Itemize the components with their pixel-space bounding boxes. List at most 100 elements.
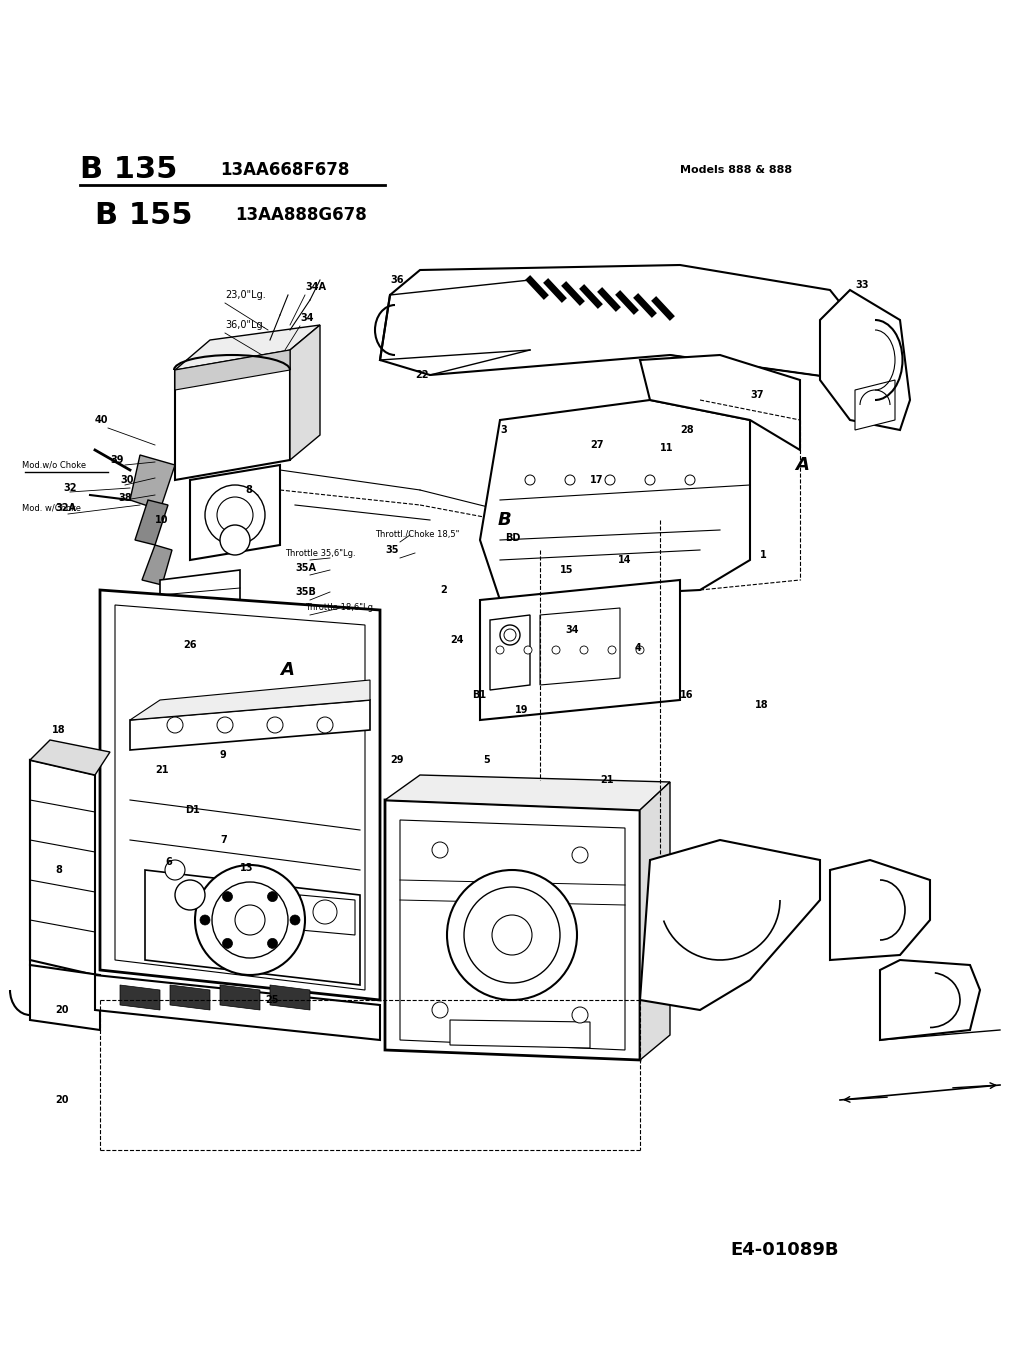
Circle shape xyxy=(552,646,560,654)
Polygon shape xyxy=(190,465,280,559)
Text: 18: 18 xyxy=(52,725,66,735)
Polygon shape xyxy=(175,350,290,390)
Polygon shape xyxy=(820,290,910,430)
Circle shape xyxy=(267,938,278,949)
Text: 20: 20 xyxy=(55,1095,68,1105)
Circle shape xyxy=(205,485,265,545)
Circle shape xyxy=(499,625,520,644)
Text: 22: 22 xyxy=(415,369,428,380)
Text: BD: BD xyxy=(505,532,520,543)
Circle shape xyxy=(217,717,233,733)
Circle shape xyxy=(525,474,535,485)
Text: 32A: 32A xyxy=(55,503,76,514)
Circle shape xyxy=(165,860,185,880)
Text: 35: 35 xyxy=(385,545,398,555)
Polygon shape xyxy=(480,400,750,600)
Circle shape xyxy=(313,900,337,923)
Text: 5: 5 xyxy=(483,755,490,766)
Text: 40: 40 xyxy=(95,415,108,425)
Text: 35B: 35B xyxy=(295,586,316,597)
Circle shape xyxy=(496,646,504,654)
Text: 19: 19 xyxy=(515,705,528,714)
Polygon shape xyxy=(175,350,290,480)
Polygon shape xyxy=(135,500,168,545)
Text: 8: 8 xyxy=(245,485,252,495)
Text: Mod. w/Choke: Mod. w/Choke xyxy=(22,504,80,512)
Circle shape xyxy=(175,880,205,910)
Text: 35A: 35A xyxy=(295,563,316,573)
Text: 20: 20 xyxy=(55,1006,68,1015)
Circle shape xyxy=(605,474,615,485)
Polygon shape xyxy=(640,782,670,1060)
Text: 1: 1 xyxy=(760,550,767,559)
Text: Models 888 & 888: Models 888 & 888 xyxy=(680,164,793,175)
Circle shape xyxy=(432,842,448,857)
Text: 34: 34 xyxy=(565,625,579,635)
Circle shape xyxy=(200,915,209,925)
Circle shape xyxy=(167,717,183,733)
Text: 4: 4 xyxy=(635,643,642,652)
Text: 29: 29 xyxy=(390,755,404,766)
Text: 14: 14 xyxy=(618,555,632,565)
Text: 18: 18 xyxy=(755,700,769,710)
Polygon shape xyxy=(95,975,380,1041)
Circle shape xyxy=(223,938,232,949)
Text: 16: 16 xyxy=(680,690,694,700)
Text: 9: 9 xyxy=(220,749,227,760)
Text: 36,0"Lg.: 36,0"Lg. xyxy=(225,319,265,330)
Text: Throttl./Choke 18,5": Throttl./Choke 18,5" xyxy=(375,531,459,539)
Text: A: A xyxy=(280,661,294,679)
Text: 15: 15 xyxy=(560,565,574,576)
Text: 13: 13 xyxy=(240,863,254,874)
Polygon shape xyxy=(380,266,870,380)
Circle shape xyxy=(447,869,577,1000)
Text: 36: 36 xyxy=(390,275,404,284)
Text: 3: 3 xyxy=(499,425,507,435)
Polygon shape xyxy=(160,570,240,620)
Polygon shape xyxy=(100,590,380,1000)
Text: B 135: B 135 xyxy=(80,155,178,185)
Circle shape xyxy=(492,915,533,954)
Circle shape xyxy=(317,717,333,733)
Circle shape xyxy=(195,865,305,975)
Text: B 155: B 155 xyxy=(95,201,193,229)
Text: 32: 32 xyxy=(63,483,76,493)
Text: 6: 6 xyxy=(165,857,171,867)
Polygon shape xyxy=(640,840,820,1010)
Polygon shape xyxy=(385,799,640,1060)
Polygon shape xyxy=(640,355,800,450)
Circle shape xyxy=(572,1007,588,1023)
Text: 26: 26 xyxy=(183,640,196,650)
Polygon shape xyxy=(175,325,320,369)
Polygon shape xyxy=(146,869,360,985)
Text: 17: 17 xyxy=(590,474,604,485)
Polygon shape xyxy=(115,605,365,989)
Text: Mod.w/o Choke: Mod.w/o Choke xyxy=(22,461,86,469)
Polygon shape xyxy=(854,380,895,430)
Text: 21: 21 xyxy=(600,775,613,785)
Polygon shape xyxy=(130,700,370,749)
Circle shape xyxy=(504,630,516,642)
Circle shape xyxy=(685,474,695,485)
Text: 24: 24 xyxy=(450,635,463,644)
Polygon shape xyxy=(130,456,175,510)
Text: 27: 27 xyxy=(590,439,604,450)
Text: 37: 37 xyxy=(750,390,764,400)
Circle shape xyxy=(432,1002,448,1018)
Text: A: A xyxy=(795,456,809,474)
Polygon shape xyxy=(220,985,260,1010)
Polygon shape xyxy=(170,985,209,1010)
Polygon shape xyxy=(540,608,620,685)
Polygon shape xyxy=(270,985,310,1010)
Text: B: B xyxy=(498,511,512,528)
Text: 34: 34 xyxy=(300,313,314,324)
Text: 8: 8 xyxy=(55,865,62,875)
Text: 38: 38 xyxy=(118,493,132,503)
Circle shape xyxy=(580,646,588,654)
Circle shape xyxy=(223,891,232,902)
Circle shape xyxy=(636,646,644,654)
Circle shape xyxy=(524,646,533,654)
Polygon shape xyxy=(300,895,355,936)
Circle shape xyxy=(235,905,265,936)
Circle shape xyxy=(565,474,575,485)
